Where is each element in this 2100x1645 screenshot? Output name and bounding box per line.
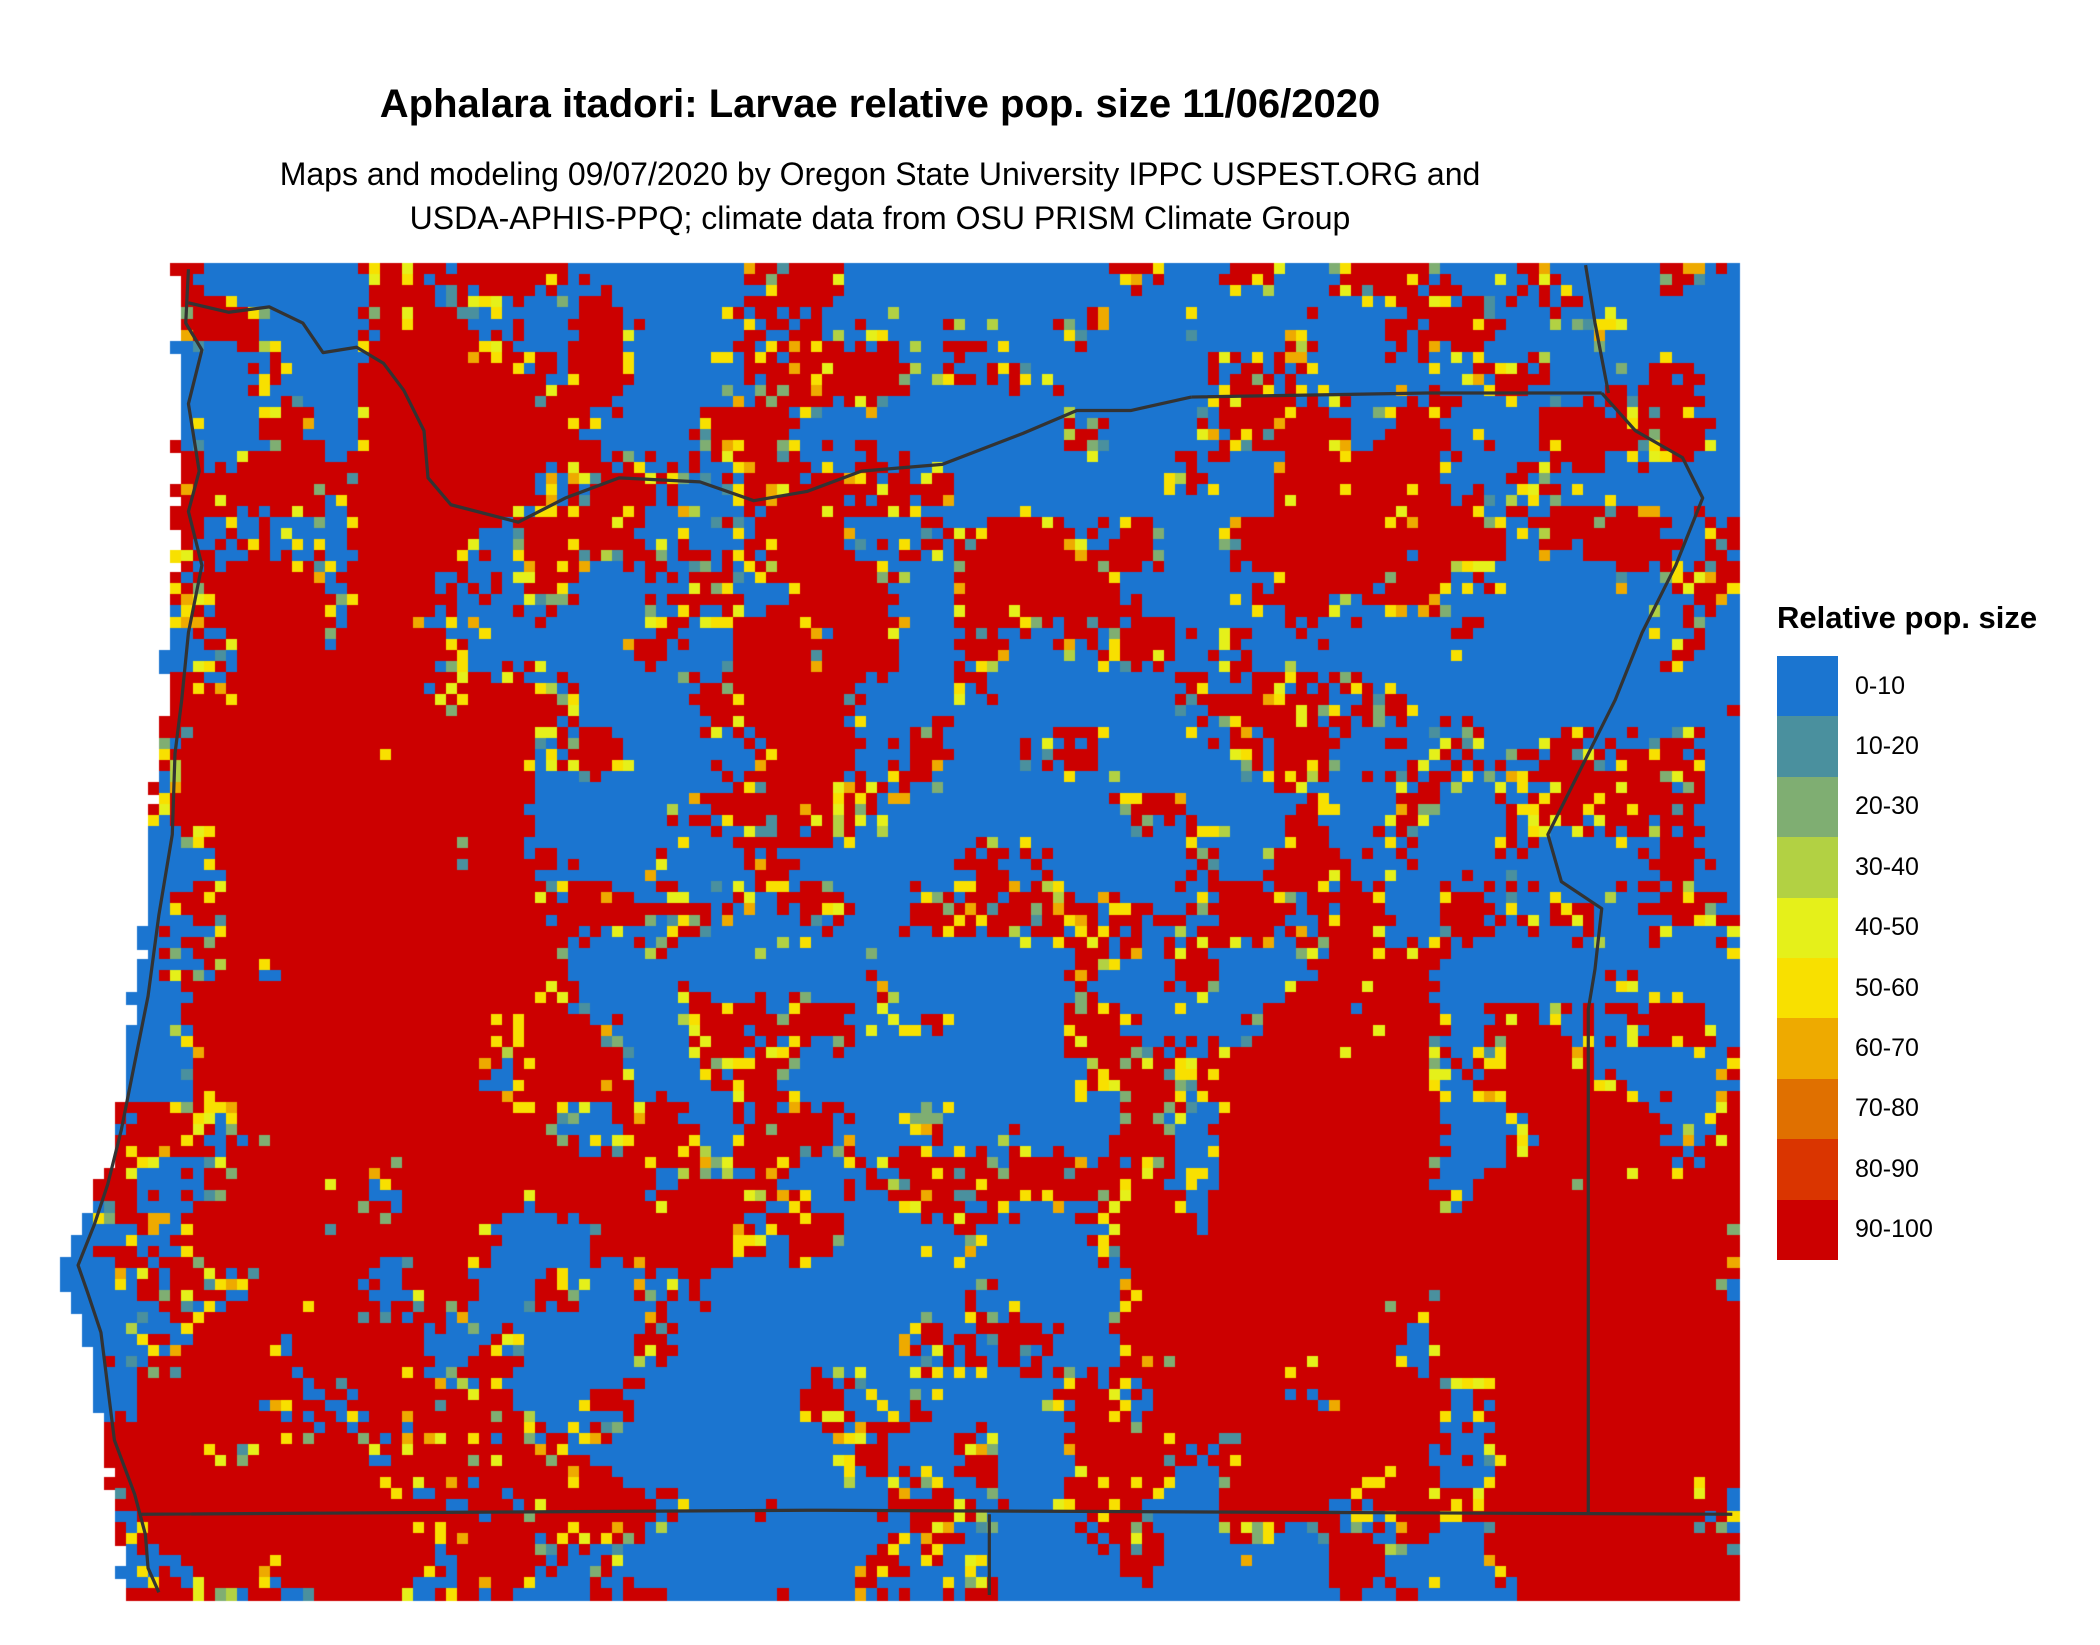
legend-swatch	[1777, 1139, 1838, 1200]
legend-label: 70-80	[1855, 1094, 1919, 1123]
legend-swatch	[1777, 656, 1838, 717]
legend-label: 90-100	[1855, 1215, 1933, 1244]
subtitle-line-2: USDA-APHIS-PPQ; climate data from OSU PR…	[409, 200, 1351, 236]
population-raster-map	[0, 255, 1760, 1645]
legend-label: 60-70	[1855, 1034, 1919, 1063]
coastline	[76, 269, 204, 1593]
legend-label: 40-50	[1855, 913, 1919, 942]
legend-swatch	[1777, 776, 1838, 838]
legend-item: 20-30	[1777, 776, 2037, 838]
legend-item: 60-70	[1777, 1018, 2037, 1079]
legend-swatch	[1777, 957, 1838, 1019]
legend-swatch	[1777, 1078, 1838, 1140]
legend-label: 20-30	[1855, 792, 1919, 821]
legend-label: 10-20	[1855, 732, 1919, 761]
legend: Relative pop. size 0-10 10-20 20-30 30-40 40…	[1777, 600, 2037, 1260]
legend-item: 80-90	[1777, 1139, 2037, 1200]
legend-label: 50-60	[1855, 973, 1919, 1002]
washington-oregon-border	[1191, 391, 1602, 399]
legend-swatch	[1777, 837, 1838, 898]
legend-item: 0-10	[1777, 656, 2037, 717]
legend-label: 0-10	[1855, 671, 1906, 700]
map-subtitle: Maps and modeling 09/07/2020 by Oregon S…	[0, 152, 1760, 240]
legend-title: Relative pop. size	[1777, 600, 2038, 635]
legend-label: 30-40	[1855, 852, 1919, 881]
legend-swatch	[1777, 897, 1838, 958]
legend-item: 90-100	[1777, 1199, 2037, 1260]
legend-swatch	[1777, 1018, 1838, 1079]
legend-item: 30-40	[1777, 837, 2037, 898]
legend-item: 70-80	[1777, 1078, 2037, 1140]
legend-item: 10-20	[1777, 716, 2037, 777]
legend-item: 50-60	[1777, 957, 2037, 1019]
columbia-river-border	[188, 301, 1192, 524]
snake-river-border	[1546, 391, 1705, 1515]
map-title: Aphalara itadori: Larvae relative pop. s…	[379, 82, 1381, 126]
subtitle-line-1: Maps and modeling 09/07/2020 by Oregon S…	[279, 156, 1481, 192]
state-borders	[76, 264, 1733, 1596]
legend-swatch	[1777, 716, 1838, 777]
washington-idaho-border	[1583, 264, 1611, 394]
legend-label: 80-90	[1855, 1154, 1919, 1183]
legend-item: 40-50	[1777, 897, 2037, 958]
legend-swatch	[1777, 1199, 1838, 1260]
oregon-south-border	[141, 1508, 1733, 1516]
